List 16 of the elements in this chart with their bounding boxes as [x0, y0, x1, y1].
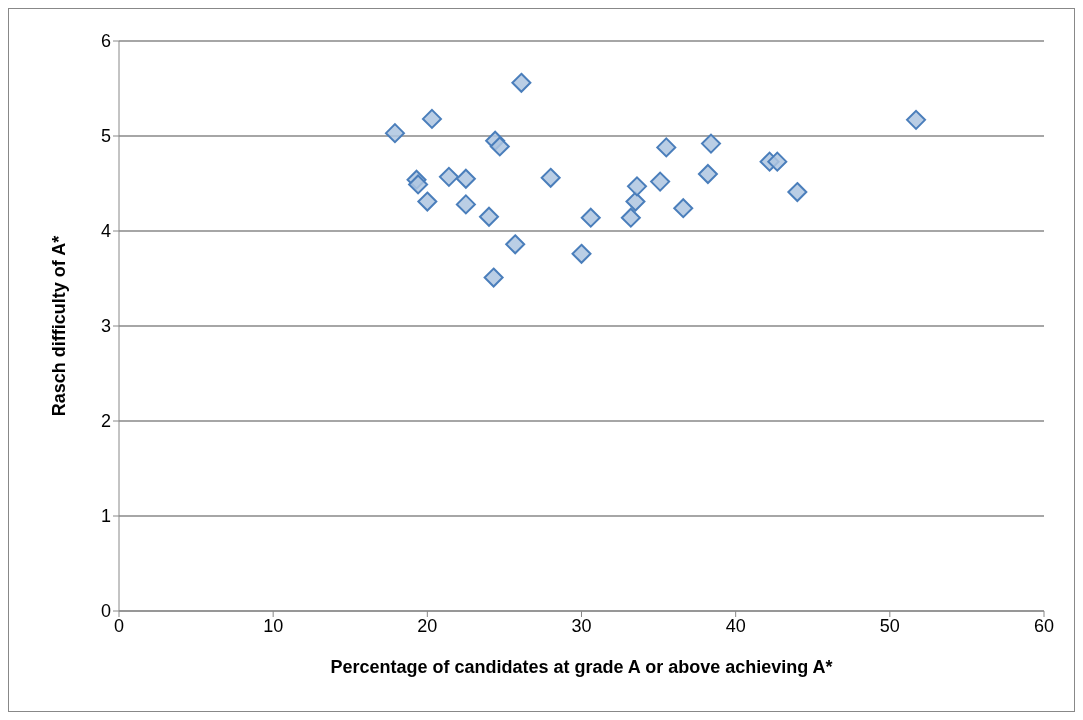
y-tick-label: 5 [100, 126, 111, 147]
y-tick-label: 4 [100, 221, 111, 242]
y-tick-label: 0 [100, 601, 111, 622]
x-tick-label: 10 [263, 615, 284, 636]
y-tick-label: 1 [100, 506, 111, 527]
x-tick-label: 40 [725, 615, 746, 636]
x-tick-label: 60 [1033, 615, 1055, 636]
y-tick-label: 3 [100, 316, 111, 337]
y-tick-label: 2 [100, 411, 111, 432]
x-axis-title: Percentage of candidates at grade A or above achieving A* [330, 657, 833, 677]
x-tick-label: 30 [571, 615, 592, 636]
x-tick-label: 20 [417, 615, 438, 636]
x-tick-label: 50 [879, 615, 900, 636]
y-axis-title: Rasch difficulty of A* [49, 235, 70, 417]
x-tick-label: 0 [113, 615, 125, 636]
y-tick-label: 6 [100, 31, 111, 52]
